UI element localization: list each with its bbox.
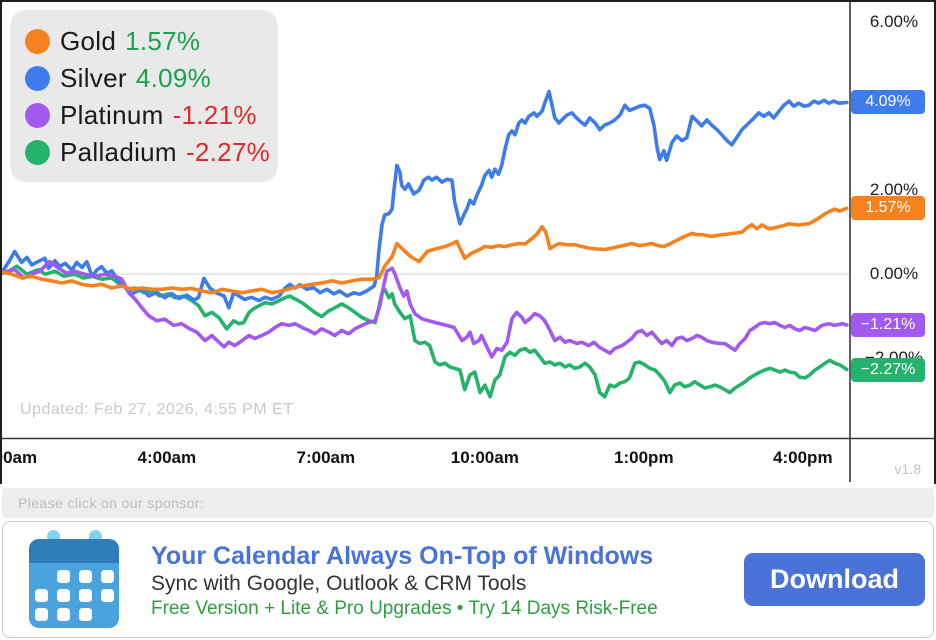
ad-offer-text: Free Version + Lite & Pro Upgrades • Try… [151,598,658,619]
chart-plot [2,2,934,482]
x-axis-label: 1:00am [2,448,38,467]
legend-row-platinum[interactable]: Platinum -1.21% [25,97,278,134]
palladium-color-dot-icon [25,140,50,165]
legend-series-change: -1.21% [172,100,257,130]
gold-color-dot-icon [25,29,50,54]
download-button[interactable]: Download [744,553,925,606]
legend-series-change: 1.57% [125,26,201,56]
legend-series-change: 4.09% [135,63,212,93]
y-axis-label: 6.00% [869,12,919,32]
series-line-gold [2,206,849,295]
y-axis-label: 0.00% [869,264,919,284]
price-badge-silver: 4.09% [851,90,925,115]
series-line-palladium [2,264,849,399]
legend-series-name: Gold [60,26,117,56]
chart-legend: Gold 1.57% Silver 4.09% Platinum -1.21% Pallad… [10,10,278,182]
y-axis-label: 2.00% [869,180,919,200]
legend-series-name: Platinum [60,100,164,130]
legend-series-change: -2.27% [185,137,271,167]
platinum-color-dot-icon [25,103,50,128]
ad-headline: Your Calendar Always On-Top of Windows [151,542,654,570]
price-badge-palladium: −2.27% [851,357,925,382]
legend-row-gold[interactable]: Gold 1.57% [25,23,278,60]
legend-series-name: Silver [60,63,127,93]
x-axis-label: 1:00pm [614,448,674,467]
version-label: v1.8 [894,461,921,477]
ad-banner[interactable]: Your Calendar Always On-Top of Windows S… [2,521,934,638]
x-axis-label: 4:00am [137,448,197,467]
sponsor-bar: Please click on our sponsor: [2,488,934,518]
price-badge-platinum: −1.21% [851,313,925,337]
x-axis-label: 10:00am [450,448,519,467]
series-line-platinum [2,259,849,359]
series-line-silver [2,89,849,310]
x-axis-label: 4:00pm [773,448,833,467]
price-badge-gold: 1.57% [851,196,925,221]
last-updated-text: Updated: Feb 27, 2026, 4:55 PM ET [20,401,294,418]
legend-row-silver[interactable]: Silver 4.09% [25,60,278,97]
sponsor-label: Please click on our sponsor: [18,495,205,511]
ad-subline: Sync with Google, Outlook & CRM Tools [151,572,527,595]
legend-row-palladium[interactable]: Palladium -2.27% [25,134,278,171]
silver-color-dot-icon [25,66,50,91]
legend-series-name: Palladium [60,137,177,167]
calendar-icon [29,530,119,630]
chart-section: Gold 1.57% Silver 4.09% Platinum -1.21% Pallad… [0,0,936,484]
x-axis-label: 7:00am [296,448,356,467]
